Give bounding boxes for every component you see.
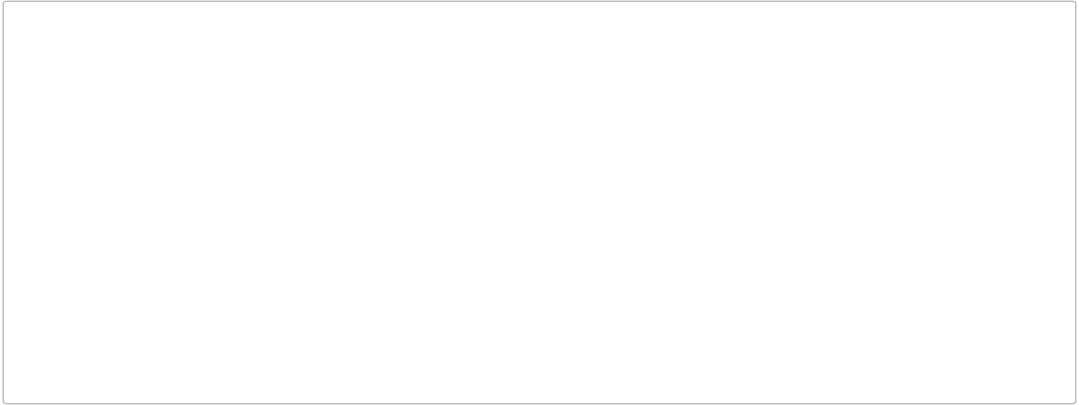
Text: Question 06: Question 06 <box>59 59 201 79</box>
Text: +571.10 m on August 31. The lake surface area is 9536/100 km². The: +571.10 m on August 31. The lake surface… <box>113 310 899 329</box>
Text: The evaporation from a lake is to be calculated by the Water balance: The evaporation from a lake is to be cal… <box>113 91 902 110</box>
Text: precipitation during the period was 9536/90 mm.: precipitation during the period was 9536… <box>113 354 673 373</box>
Text: summer (May-August) if the water level was at +571.04 m on May 1 and: summer (May-August) if the water level w… <box>113 266 938 285</box>
Text: method. Inflow to the lake occurs through three small rivers A (15.0: method. Inflow to the lake occurs throug… <box>113 135 891 154</box>
Text: D (45.0 m³/s). Calculate the evaporation from the lake surface during: D (45.0 m³/s). Calculate the evaporation… <box>113 222 903 241</box>
Text: m³/s), B (20.0 m³/s), and C (17.0 m³/s). The outflow occurs through river: m³/s), B (20.0 m³/s), and C (17.0 m³/s).… <box>113 179 932 198</box>
